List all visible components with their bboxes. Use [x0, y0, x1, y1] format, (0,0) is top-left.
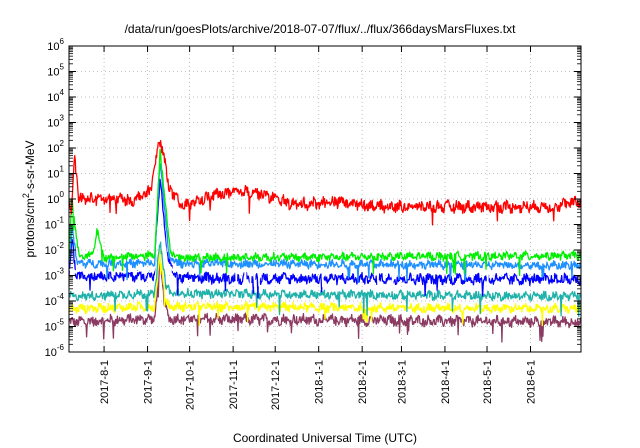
flux-series-line: [68, 248, 582, 327]
y-tick-label: 105: [47, 63, 64, 79]
x-tick-label: 2018-1-1: [314, 360, 326, 404]
chart-title: /data/run/goesPlots/archive/2018-07-07/f…: [125, 22, 517, 36]
x-tick-label: 2018-3-1: [396, 360, 408, 404]
y-label-main: protons/cm: [23, 198, 37, 257]
series-layer: [68, 140, 582, 343]
x-tick-label: 2017-10-1: [185, 360, 197, 410]
y-tick-label: 10-2: [45, 241, 65, 257]
y-tick-labels: 10-6 10-5 10-4 10-3 10-2 10-1 100 101 102 103 104 1…: [45, 37, 65, 359]
x-axis-label: Coordinated Universal Time (UTC): [233, 431, 417, 445]
y-tick-label: 104: [47, 88, 64, 104]
y-tick-label: 106: [47, 37, 64, 53]
y-label-rest: -s-sr-MeV: [23, 140, 37, 193]
grid: [69, 46, 581, 352]
y-tick-label: 10-1: [45, 216, 65, 232]
y-tick-label: 10-3: [45, 267, 65, 283]
x-tick-label: 2018-5-1: [482, 360, 494, 404]
y-tick-label: 10-4: [45, 292, 65, 308]
y-tick-label: 103: [47, 114, 64, 130]
y-tick-label: 10-6: [45, 343, 65, 359]
x-tick-label: 2017-9-1: [143, 360, 155, 404]
x-tick-label: 2018-2-1: [357, 360, 369, 404]
flux-series-line: [68, 140, 582, 226]
y-axis-label: protons/cm2-s-sr-MeV: [21, 140, 37, 257]
flux-series-line: [68, 241, 582, 318]
flux-series-line: [68, 178, 582, 299]
x-tick-labels: 2017-8-1 2017-9-1 2017-10-1 2017-11-1 2017-1…: [99, 360, 537, 410]
x-tick-label: 2017-8-1: [99, 360, 111, 404]
x-tick-label: 2018-6-1: [526, 360, 538, 404]
flux-series-line: [68, 148, 582, 277]
y-tick-label: 102: [47, 139, 64, 155]
y-tick-label: 101: [47, 165, 64, 181]
flux-series-line: [68, 198, 582, 289]
flux-series-line: [68, 163, 582, 284]
x-tick-label: 2017-12-1: [270, 360, 282, 410]
x-tick-label: 2018-4-1: [440, 360, 452, 404]
y-label-sup: 2: [21, 193, 31, 198]
y-tick-label: 100: [47, 190, 64, 206]
x-tick-label: 2017-11-1: [228, 360, 240, 409]
tick-marks: [69, 45, 581, 353]
y-tick-label: 10-5: [45, 318, 65, 334]
